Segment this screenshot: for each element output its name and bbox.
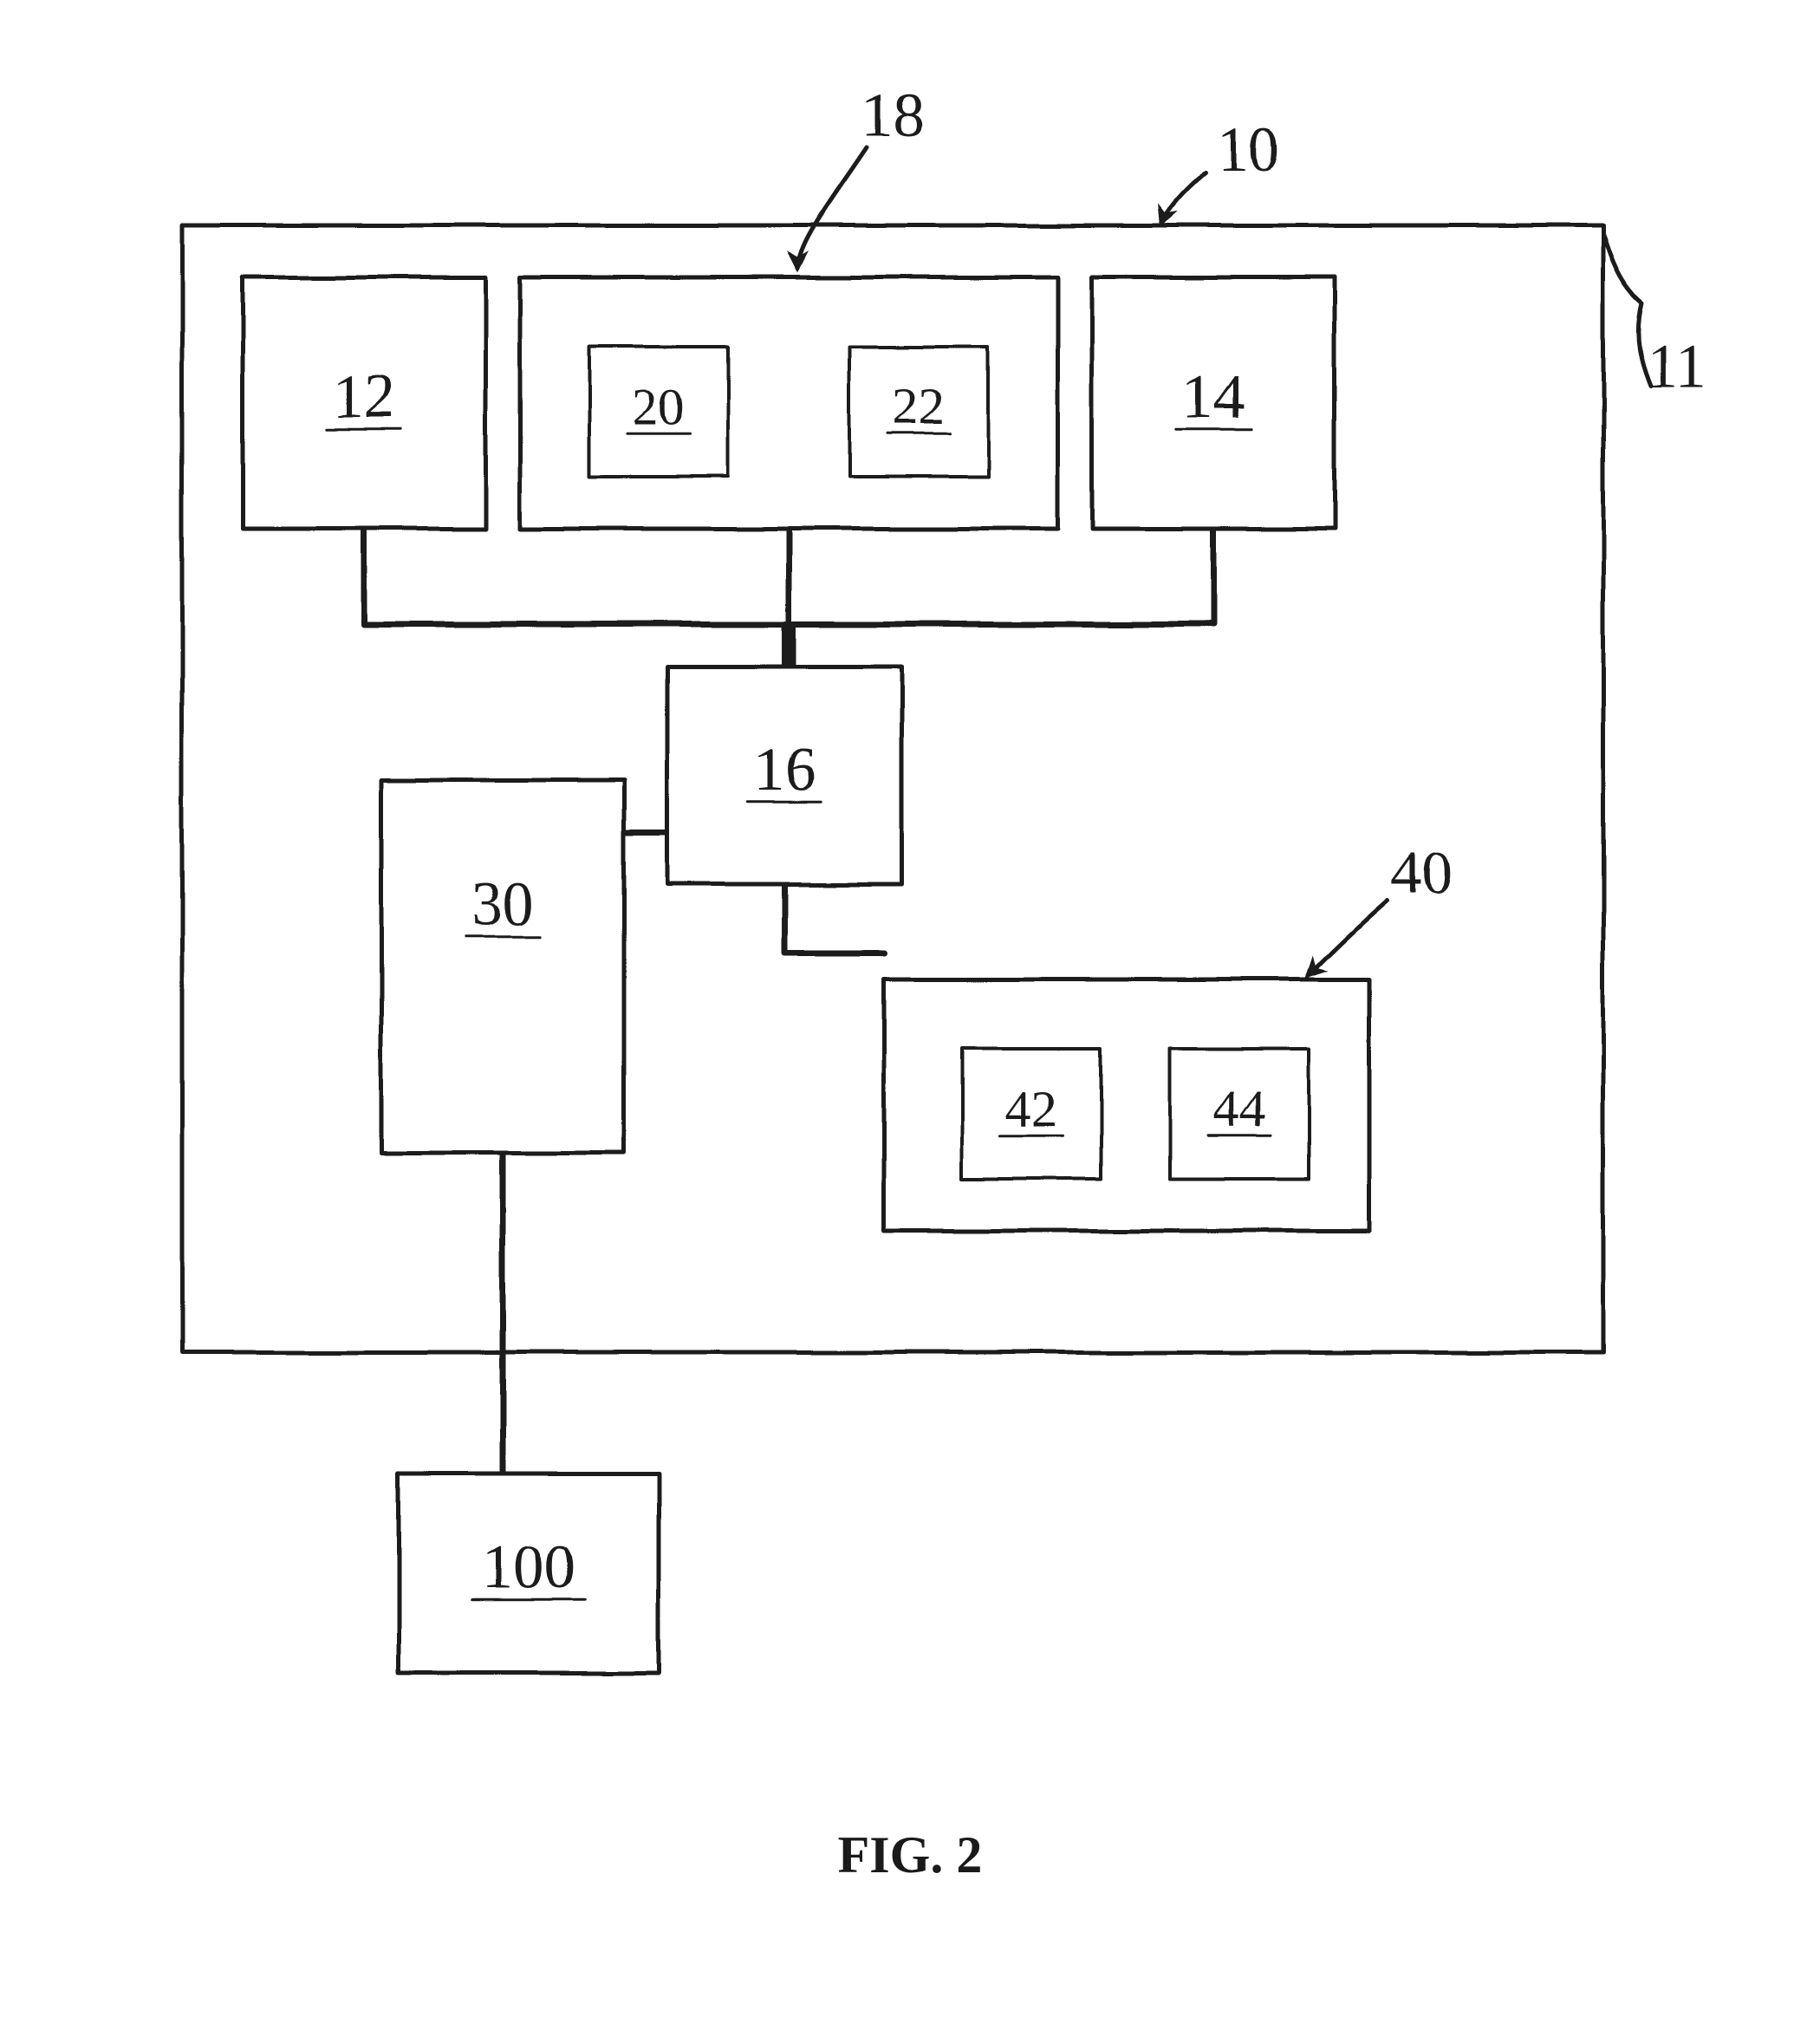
block-label-b30: 30 [471,869,534,939]
block-b22: 22 [849,347,988,477]
callout-label-40: 40 [1390,839,1453,908]
block-b14: 14 [1092,277,1335,529]
callout-11: 11 [1603,234,1707,401]
block-label-b20: 20 [633,378,685,435]
callout-label-10: 10 [1217,115,1279,185]
block-label-b16: 16 [753,735,816,804]
callout-10: 10 [1161,115,1279,224]
callout-arrow-10 [1161,173,1205,224]
callout-arrow-11 [1603,234,1651,386]
block-label-b100: 100 [482,1532,575,1602]
block-label-b14: 14 [1182,362,1245,432]
callout-label-18: 18 [861,81,924,150]
block-b100: 100 [399,1474,659,1673]
figure-caption: FIG. 2 [838,1826,983,1884]
block-label-b44: 44 [1213,1080,1265,1137]
block-b20: 20 [589,347,728,477]
block-b44: 44 [1170,1049,1309,1179]
block-rect-b30 [381,780,624,1153]
block-b30: 30 [381,780,624,1153]
block-label-b42: 42 [1005,1080,1057,1137]
block-b42: 42 [962,1049,1101,1179]
callout-label-11: 11 [1647,332,1706,401]
block-b16: 16 [667,667,901,884]
block-b12: 12 [243,277,485,529]
block-label-b22: 22 [893,378,945,435]
block-label-b12: 12 [333,362,395,432]
